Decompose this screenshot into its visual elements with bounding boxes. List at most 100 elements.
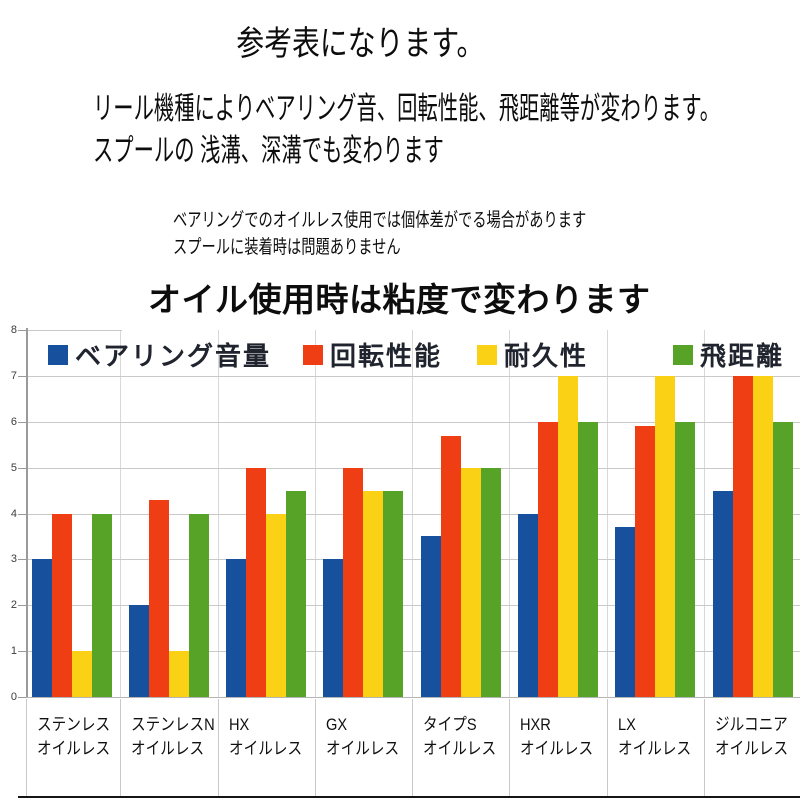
category-label-line1: ステンレスN bbox=[131, 715, 215, 734]
bar-ベアリング音量-HX bbox=[226, 559, 247, 697]
y-axis-tick bbox=[18, 559, 26, 561]
y-tick-label: 8 bbox=[10, 324, 17, 336]
category-separator bbox=[704, 699, 705, 796]
y-tick-label: 7 bbox=[10, 369, 17, 382]
category-label-line2: オイルレス bbox=[37, 739, 111, 758]
category-label: LX オイルレス bbox=[618, 713, 703, 761]
category-label-line1: HXR bbox=[520, 715, 552, 734]
bar-飛距離-GX bbox=[383, 490, 404, 697]
y-axis-tick bbox=[18, 513, 26, 515]
bar-耐久性-ステンレスN bbox=[168, 651, 189, 697]
category-label-line2: オイルレス bbox=[520, 739, 594, 758]
category-label-line1: タイプS bbox=[423, 715, 477, 734]
note-line-1: ベアリングでのオイルレス使用では個体差がでる場合があります bbox=[173, 210, 587, 231]
bar-飛距離-タイプS bbox=[480, 467, 501, 697]
bar-回転性能-HX bbox=[246, 467, 267, 697]
legend-swatch-icon bbox=[303, 344, 323, 365]
category-label: ジルコニア オイルレス bbox=[715, 713, 800, 761]
category-label-line2: オイルレス bbox=[617, 739, 691, 758]
gridline-h bbox=[26, 513, 800, 515]
legend-label: 飛距離 bbox=[700, 341, 785, 371]
legend-swatch-icon bbox=[673, 344, 693, 365]
bar-回転性能-LX bbox=[635, 426, 656, 697]
y-tick-label: 0 bbox=[10, 691, 17, 703]
legend-swatch-icon bbox=[48, 344, 68, 365]
bar-耐久性-HXR bbox=[558, 375, 578, 697]
description-line-1: リール機種によりベアリング音、回転性能、飛距離等が変わります。 bbox=[93, 91, 721, 126]
category-label-line2: オイルレス bbox=[423, 739, 497, 758]
legend-item: 耐久性 bbox=[477, 336, 588, 373]
legend-swatch-icon bbox=[477, 344, 497, 365]
highlight-statement: オイル使用時は粘度で変わります bbox=[148, 281, 651, 318]
category-label: GX オイルレス bbox=[326, 713, 411, 761]
legend-label: 回転性能 bbox=[330, 341, 443, 371]
gridline-h bbox=[26, 375, 800, 377]
category-label-line1: LX bbox=[617, 715, 636, 734]
note-text: ベアリングでのオイルレス使用では個体差がでる場合があります スプールに装着時は問… bbox=[173, 207, 724, 261]
bar-ベアリング音量-ステンレスN bbox=[128, 605, 149, 697]
gridline-h bbox=[26, 605, 800, 607]
y-axis-tick bbox=[18, 375, 26, 377]
bar-耐久性-ステンレス bbox=[71, 651, 92, 697]
bottom-border-line bbox=[18, 796, 800, 798]
bar-ベアリング音量-タイプS bbox=[420, 536, 441, 697]
gridline-h bbox=[26, 421, 800, 423]
category-label: HXR オイルレス bbox=[520, 713, 605, 761]
y-axis-tick bbox=[18, 421, 26, 423]
category-label-line2: オイルレス bbox=[325, 739, 399, 758]
category-label-line2: オイルレス bbox=[228, 739, 302, 758]
bar-回転性能-ステンレスN bbox=[148, 499, 169, 697]
legend-item: ベアリング音量 bbox=[48, 336, 271, 373]
bar-耐久性-HX bbox=[266, 513, 287, 697]
category-separator bbox=[26, 699, 27, 796]
gridline-h bbox=[26, 467, 800, 469]
bar-回転性能-GX bbox=[343, 467, 364, 697]
bar-飛距離-ステンレスN bbox=[188, 513, 209, 697]
bar-ベアリング音量-ジルコニア bbox=[712, 490, 733, 697]
y-tick-label: 6 bbox=[10, 415, 17, 428]
y-tick-label: 4 bbox=[10, 507, 17, 520]
category-separator bbox=[217, 699, 219, 796]
bar-ベアリング音量-HXR bbox=[518, 513, 538, 697]
category-label: HX オイルレス bbox=[229, 713, 314, 761]
bar-耐久性-タイプS bbox=[460, 467, 481, 697]
description-text: リール機種によりベアリング音、回転性能、飛距離等が変わります。 スプールの 浅溝… bbox=[93, 88, 800, 172]
bar-飛距離-ステンレス bbox=[91, 513, 112, 697]
category-separator bbox=[412, 699, 414, 796]
y-axis-tick bbox=[18, 605, 26, 607]
x-axis-baseline bbox=[26, 697, 800, 698]
bar-回転性能-タイプS bbox=[440, 435, 461, 697]
bar-飛距離-ジルコニア bbox=[772, 421, 793, 697]
bar-ベアリング音量-ステンレス bbox=[31, 559, 52, 697]
y-axis-line bbox=[26, 328, 28, 697]
gridline-h bbox=[26, 651, 800, 653]
bar-回転性能-HXR bbox=[538, 421, 558, 697]
bar-耐久性-LX bbox=[655, 375, 676, 697]
category-label-line2: オイルレス bbox=[715, 739, 789, 758]
category-separator bbox=[120, 699, 122, 796]
description-line-2: スプールの 浅溝、深溝でも変わります bbox=[93, 133, 444, 168]
gridline-h bbox=[26, 330, 122, 331]
y-tick-label: 5 bbox=[10, 461, 17, 474]
bar-飛距離-HXR bbox=[578, 421, 598, 697]
legend-item: 飛距離 bbox=[673, 336, 784, 373]
y-axis-tick bbox=[18, 330, 26, 331]
category-label-line1: GX bbox=[325, 715, 347, 734]
category-label-line2: オイルレス bbox=[131, 739, 205, 758]
category-separator bbox=[509, 699, 511, 796]
y-axis-tick bbox=[18, 467, 26, 469]
bar-回転性能-ジルコニア bbox=[732, 375, 753, 697]
category-separator bbox=[606, 699, 608, 796]
gridline-h bbox=[26, 559, 800, 561]
bar-飛距離-LX bbox=[675, 421, 696, 697]
category-separator bbox=[314, 699, 316, 796]
category-label-line1: HX bbox=[228, 715, 249, 734]
legend-item: 回転性能 bbox=[303, 336, 442, 373]
bar-回転性能-ステンレス bbox=[51, 513, 72, 697]
y-axis-tick bbox=[18, 697, 26, 698]
bar-耐久性-ジルコニア bbox=[752, 375, 773, 697]
bar-飛距離-HX bbox=[286, 490, 307, 697]
bar-ベアリング音量-GX bbox=[323, 559, 344, 697]
